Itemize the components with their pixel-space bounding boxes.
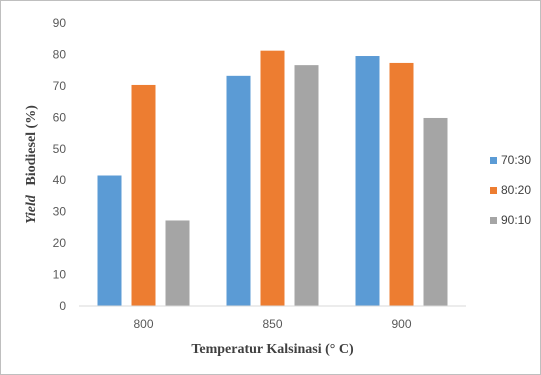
bar-90-10-850 — [294, 65, 319, 306]
y-tick-label: 90 — [53, 16, 67, 30]
legend-label: 70:30 — [501, 153, 531, 167]
legend-swatch — [490, 157, 497, 164]
bar-70-30-800 — [97, 175, 122, 306]
y-axis-title-italic: Yield — [24, 194, 39, 224]
legend: 70:30 80:20 90:10 — [490, 153, 531, 227]
y-axis-title-rest: Biodiesel (%) — [24, 105, 39, 186]
bars-group — [97, 50, 448, 307]
bar-80-20-900 — [389, 62, 414, 306]
bar-90-10-900 — [423, 117, 448, 306]
bar-70-30-900 — [355, 56, 380, 307]
y-tick-label: 80 — [53, 47, 67, 61]
y-tick-label: 0 — [59, 299, 66, 313]
y-tick-label: 30 — [53, 205, 67, 219]
legend-label: 90:10 — [501, 213, 531, 227]
y-tick-label: 20 — [53, 236, 67, 250]
y-tick-label: 60 — [53, 110, 67, 124]
y-axis-ticks: 0 10 20 30 40 50 60 70 80 90 — [53, 16, 67, 313]
x-axis-ticks: 800 850 900 — [133, 317, 411, 331]
x-tick-label: 800 — [133, 317, 153, 331]
x-tick-label: 900 — [391, 317, 411, 331]
bar-80-20-800 — [131, 84, 156, 306]
y-tick-label: 50 — [53, 142, 67, 156]
y-tick-label: 10 — [53, 268, 67, 282]
y-tick-label: 70 — [53, 79, 67, 93]
x-axis-title: Temperatur Kalsinasi (° C) — [191, 342, 354, 357]
legend-swatch — [490, 217, 497, 224]
bar-70-30-850 — [226, 75, 251, 307]
bar-90-10-800 — [165, 220, 190, 306]
legend-label: 80:20 — [501, 183, 531, 197]
legend-swatch — [490, 187, 497, 194]
bar-80-20-850 — [260, 50, 285, 306]
y-tick-label: 40 — [53, 173, 67, 187]
y-axis-title: Yield Biodiesel (%) — [24, 105, 39, 224]
x-tick-label: 850 — [262, 317, 282, 331]
